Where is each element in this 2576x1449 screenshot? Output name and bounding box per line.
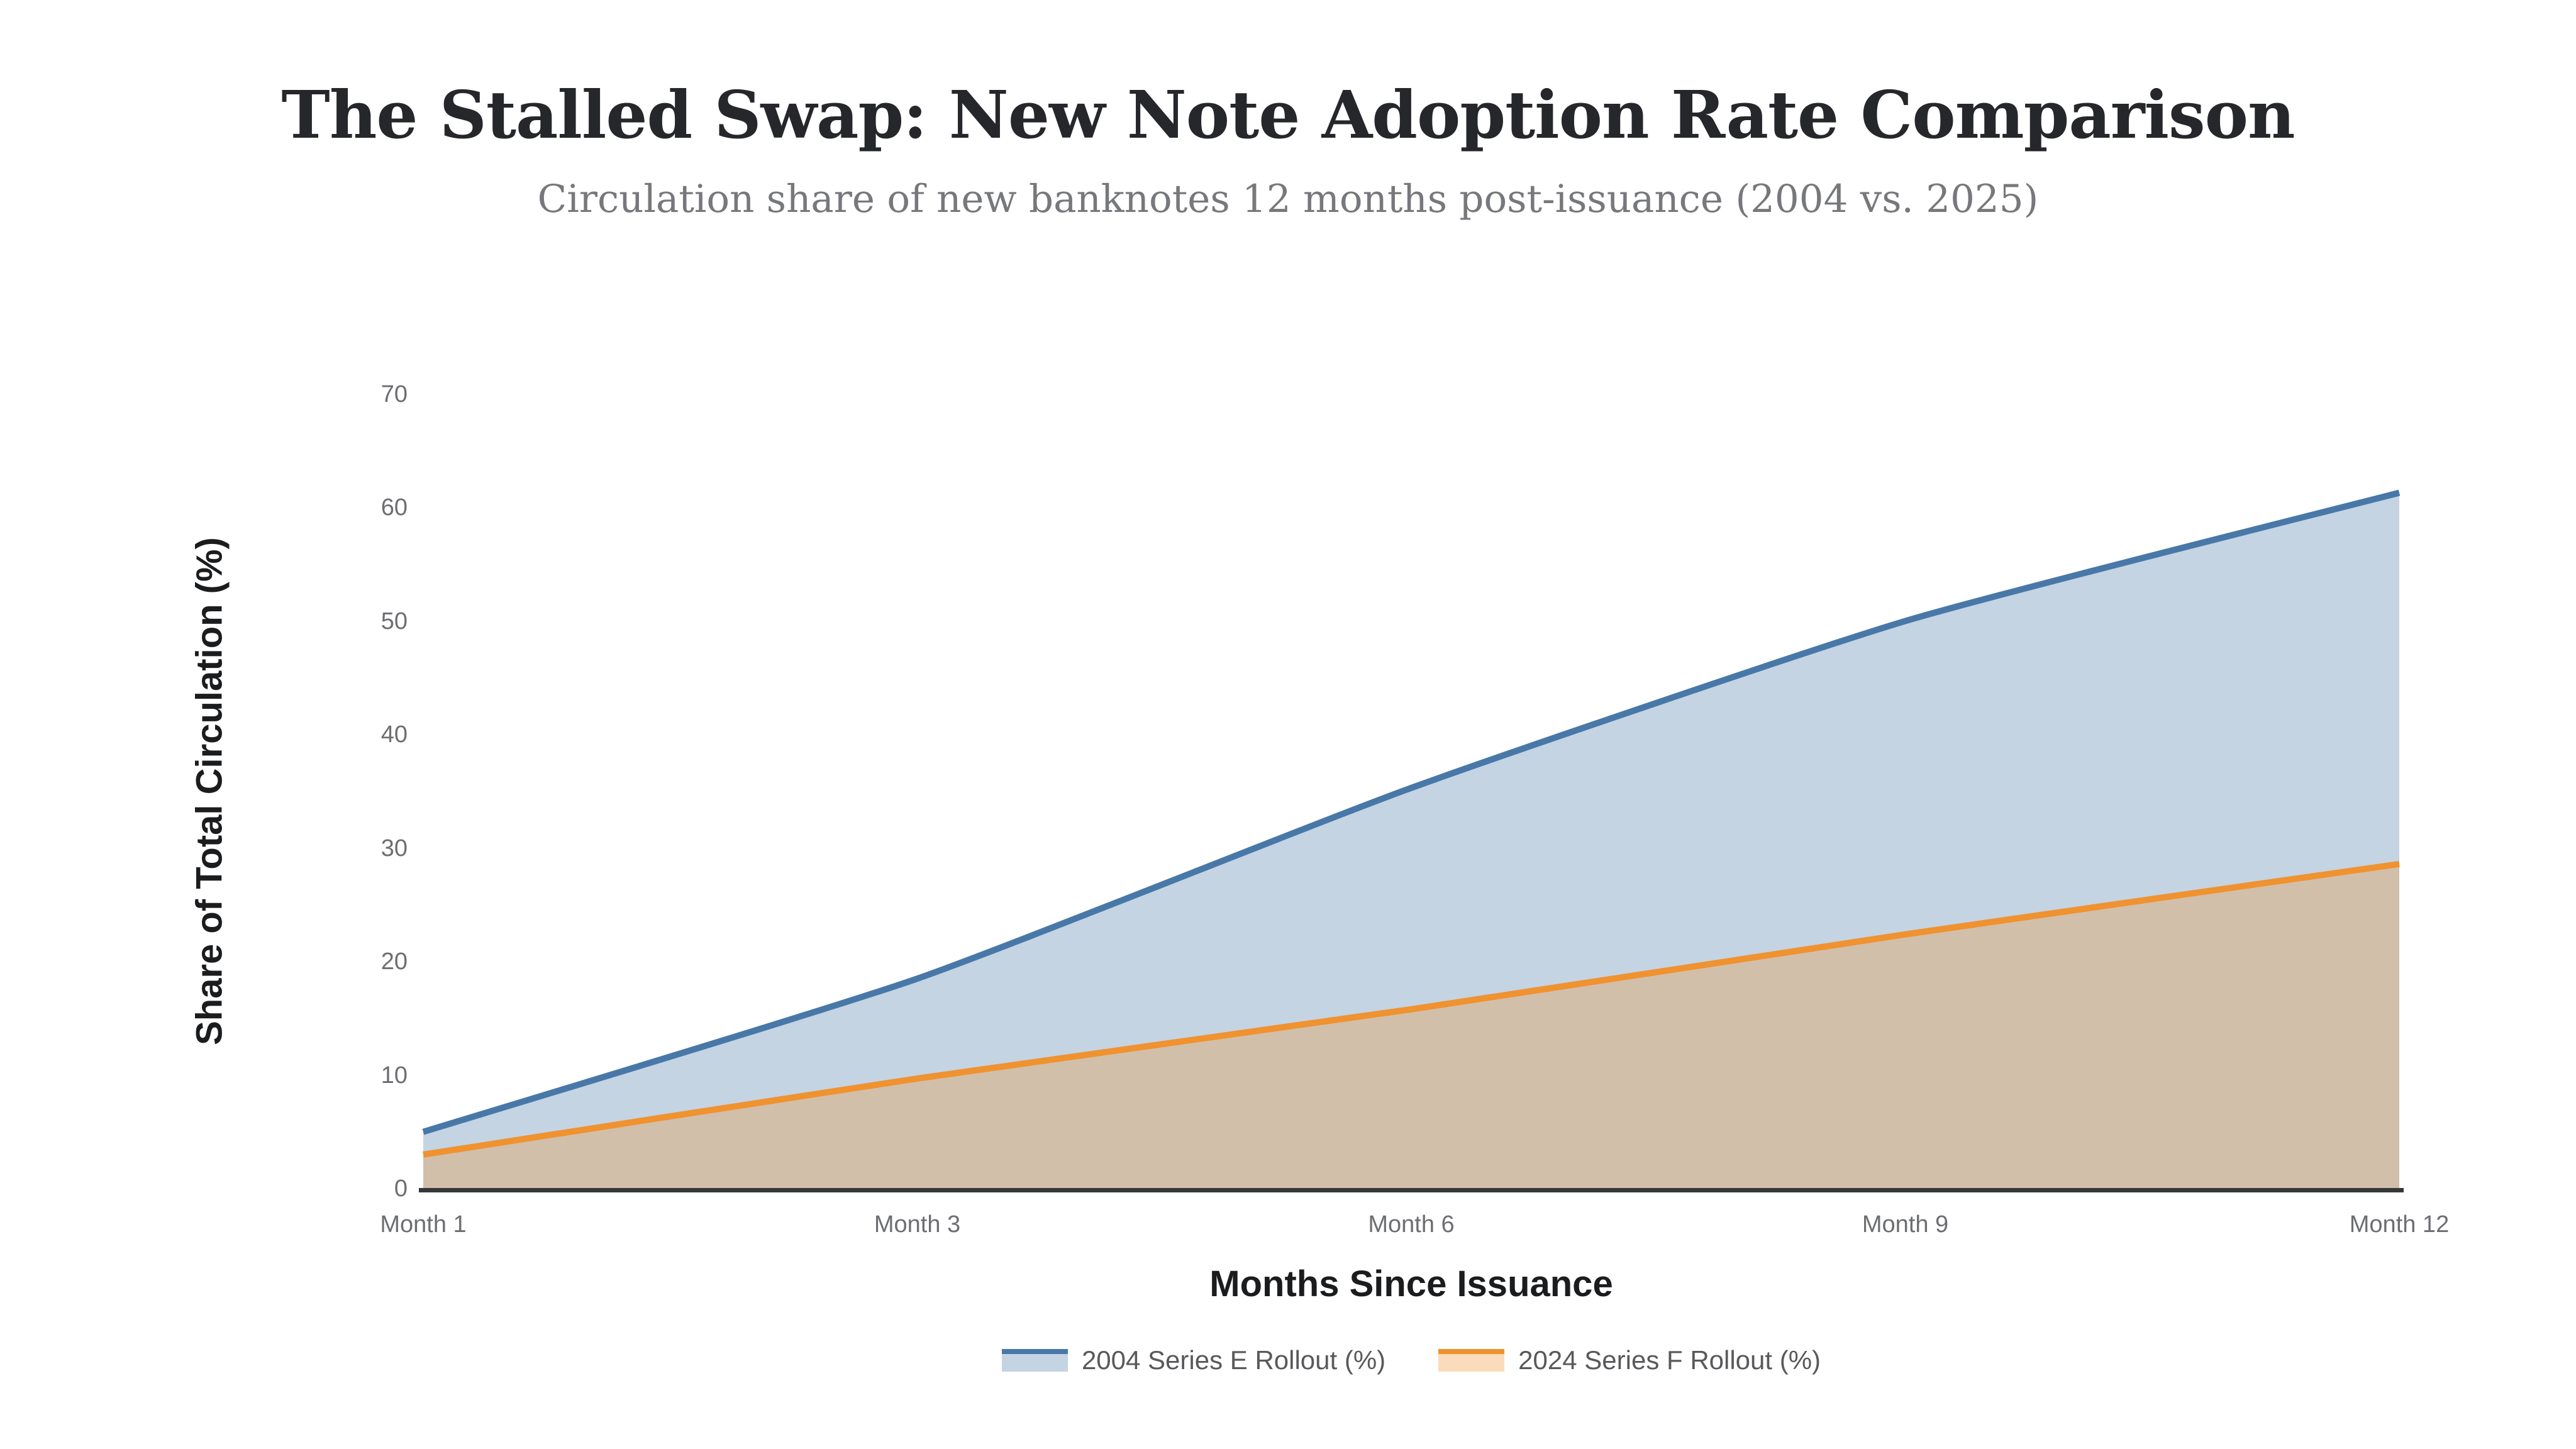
x-axis-title: Months Since Issuance	[1209, 1263, 1613, 1304]
y-tick-label: 70	[380, 380, 408, 408]
y-tick-label: 20	[380, 948, 408, 975]
y-tick-label: 30	[380, 835, 408, 862]
chart-subtitle: Circulation share of new banknotes 12 mo…	[537, 177, 2039, 221]
legend-label: 2024 Series F Rollout (%)	[1518, 1345, 1821, 1375]
x-tick-label: Month 3	[874, 1211, 961, 1238]
y-tick-label: 50	[380, 608, 408, 635]
legend-item-1[interactable]: 2024 Series F Rollout (%)	[1438, 1345, 1821, 1375]
y-tick-label: 0	[394, 1175, 408, 1202]
x-tick-label: Month 6	[1368, 1211, 1455, 1238]
chart-title: The Stalled Swap: New Note Adoption Rate…	[281, 76, 2295, 153]
y-tick-label: 40	[380, 721, 408, 748]
legend-swatch-icon	[1438, 1349, 1505, 1372]
x-tick-label: Month 9	[1862, 1211, 1949, 1238]
legend-swatch-icon	[1001, 1349, 1068, 1372]
series-line-0	[422, 489, 2401, 1135]
series-area-0	[423, 492, 2399, 1189]
y-tick-label: 10	[380, 1062, 408, 1089]
legend-label: 2004 Series E Rollout (%)	[1081, 1345, 1386, 1375]
series-line-1	[423, 860, 2400, 1158]
legend: 2004 Series E Rollout (%) 2024 Series F R…	[423, 1332, 2399, 1389]
x-tick-label: Month 12	[2349, 1211, 2450, 1238]
legend-item-0[interactable]: 2004 Series E Rollout (%)	[1001, 1345, 1386, 1375]
x-axis-line	[419, 1188, 2404, 1192]
y-tick-label: 60	[380, 494, 408, 521]
series-area-1	[423, 863, 2399, 1189]
x-tick-label: Month 1	[380, 1211, 467, 1238]
